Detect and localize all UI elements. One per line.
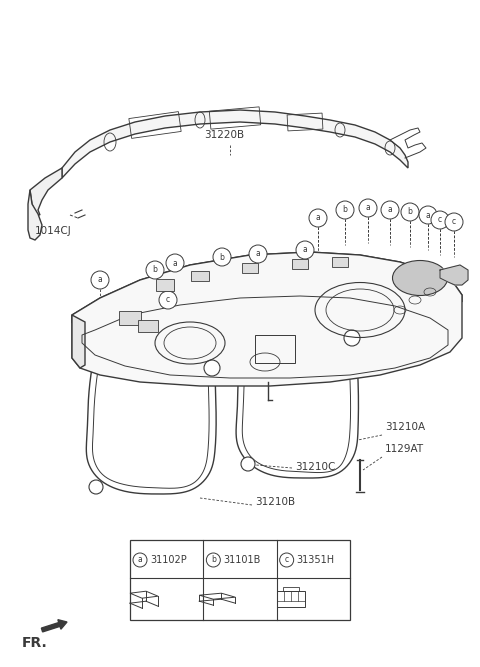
FancyBboxPatch shape (119, 311, 141, 325)
Text: b: b (211, 556, 216, 564)
Text: a: a (388, 205, 392, 215)
Polygon shape (62, 110, 408, 178)
Circle shape (159, 291, 177, 309)
Polygon shape (72, 252, 462, 386)
FancyBboxPatch shape (138, 320, 158, 332)
Text: c: c (438, 215, 442, 225)
Text: a: a (426, 211, 431, 219)
Text: b: b (219, 253, 225, 261)
Circle shape (280, 553, 294, 567)
Circle shape (206, 553, 220, 567)
Text: 31210C: 31210C (295, 462, 336, 472)
Circle shape (146, 261, 164, 279)
Text: 31220B: 31220B (204, 130, 244, 140)
Polygon shape (72, 315, 85, 368)
Text: FR.: FR. (22, 636, 48, 650)
Circle shape (419, 206, 437, 224)
Text: a: a (173, 259, 178, 267)
Circle shape (359, 199, 377, 217)
Text: a: a (138, 556, 143, 564)
Circle shape (309, 209, 327, 227)
Circle shape (241, 457, 255, 471)
Circle shape (344, 330, 360, 346)
Text: 31101B: 31101B (223, 555, 261, 565)
Circle shape (133, 553, 147, 567)
Polygon shape (30, 168, 62, 215)
Circle shape (204, 360, 220, 376)
Circle shape (213, 248, 231, 266)
Text: 31102P: 31102P (150, 555, 187, 565)
Text: a: a (316, 213, 320, 223)
Ellipse shape (393, 261, 447, 295)
FancyBboxPatch shape (156, 279, 174, 291)
Text: c: c (285, 556, 289, 564)
Text: 1129AT: 1129AT (385, 444, 424, 454)
Circle shape (445, 213, 463, 231)
FancyBboxPatch shape (191, 271, 209, 281)
Circle shape (296, 241, 314, 259)
Text: 1014CJ: 1014CJ (35, 226, 72, 236)
Circle shape (166, 254, 184, 272)
Polygon shape (72, 252, 462, 323)
Circle shape (401, 203, 419, 221)
FancyBboxPatch shape (242, 263, 258, 273)
FancyArrow shape (41, 620, 67, 632)
Text: b: b (408, 207, 412, 217)
Text: 31351H: 31351H (297, 555, 335, 565)
Text: a: a (97, 275, 102, 285)
Text: b: b (343, 205, 348, 215)
Circle shape (381, 201, 399, 219)
Text: a: a (256, 249, 260, 259)
Text: c: c (166, 295, 170, 305)
Circle shape (91, 271, 109, 289)
Circle shape (249, 245, 267, 263)
Circle shape (431, 211, 449, 229)
Polygon shape (28, 190, 42, 240)
Text: a: a (302, 245, 307, 255)
Text: b: b (153, 265, 157, 275)
FancyBboxPatch shape (292, 259, 308, 269)
Circle shape (336, 201, 354, 219)
Text: 31210B: 31210B (255, 497, 295, 507)
Circle shape (89, 480, 103, 494)
Text: a: a (366, 203, 371, 213)
FancyBboxPatch shape (332, 257, 348, 267)
Text: 31210A: 31210A (385, 422, 425, 432)
Polygon shape (440, 265, 468, 285)
Text: c: c (452, 217, 456, 227)
